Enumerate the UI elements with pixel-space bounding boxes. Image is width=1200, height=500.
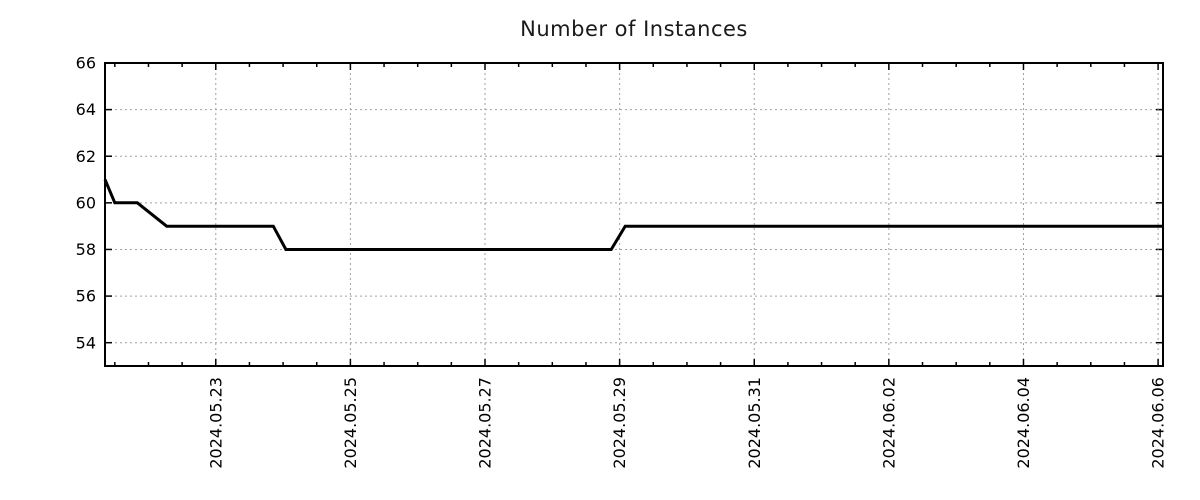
x-tick-label: 2024.06.02: [879, 377, 898, 469]
x-tick-label: 2024.06.06: [1149, 377, 1168, 469]
y-tick-label: 66: [76, 54, 96, 73]
chart-title: Number of Instances: [520, 17, 748, 41]
x-tick-label: 2024.05.27: [476, 377, 495, 469]
y-tick-label: 54: [76, 333, 96, 352]
y-tick-label: 64: [76, 100, 96, 119]
y-tick-label: 58: [76, 240, 96, 259]
x-tick-label: 2024.05.25: [341, 377, 360, 469]
y-tick-label: 62: [76, 147, 96, 166]
y-tick-label: 60: [76, 193, 96, 212]
x-tick-label: 2024.05.23: [206, 377, 225, 469]
plot-border: [104, 62, 1164, 367]
x-tick-label: 2024.05.29: [610, 377, 629, 469]
x-tick-label: 2024.05.31: [745, 377, 764, 469]
data-line-instances: [103, 178, 1163, 251]
x-tick-label: 2024.06.04: [1014, 377, 1033, 469]
y-tick-label: 56: [76, 287, 96, 306]
